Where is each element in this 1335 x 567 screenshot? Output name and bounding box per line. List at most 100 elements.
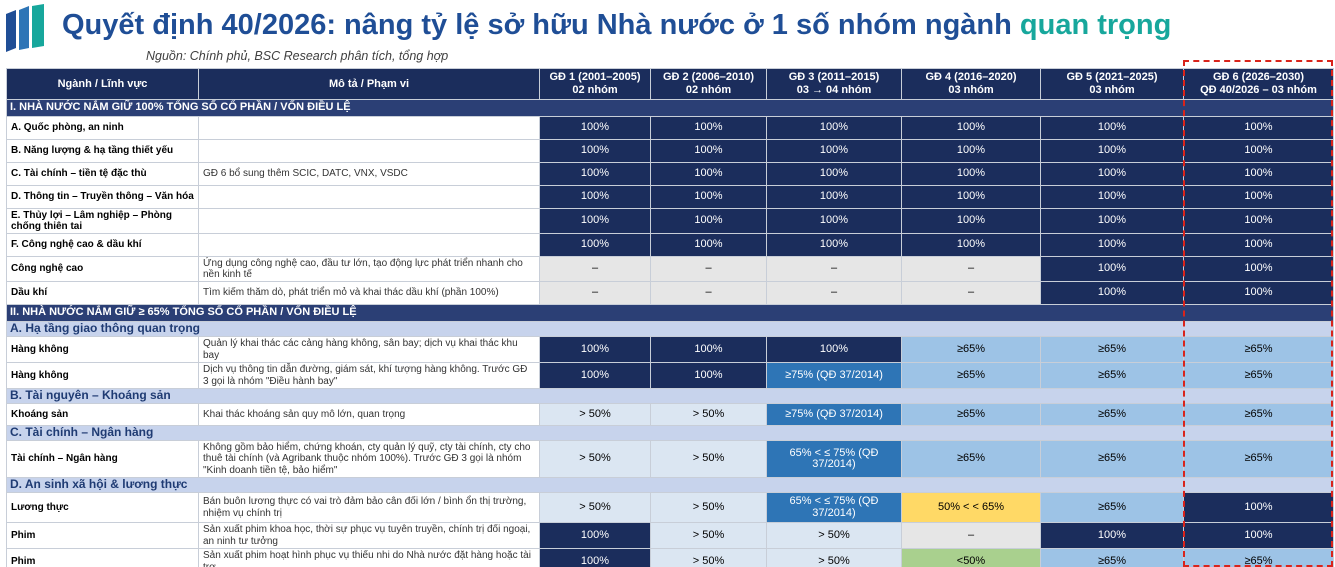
ownership-value: 100%: [1183, 492, 1334, 523]
column-header: GĐ 5 (2021–2025) 03 nhóm: [1040, 68, 1184, 100]
ownership-value: 100%: [1040, 522, 1184, 549]
sector-name: Lương thực: [6, 492, 199, 523]
ownership-value: ≥65%: [1040, 492, 1184, 523]
ownership-value: –: [539, 281, 651, 305]
ownership-value: 100%: [539, 185, 651, 209]
ownership-value: ≥65%: [901, 440, 1041, 478]
ownership-value: 100%: [766, 162, 902, 186]
ownership-value: ≥65%: [1040, 440, 1184, 478]
sector-description: Sản xuất phim hoạt hình phục vụ thiếu nh…: [198, 548, 540, 567]
ownership-value: –: [766, 256, 902, 282]
ownership-value: > 50%: [539, 440, 651, 478]
ownership-value: 100%: [650, 336, 767, 363]
ownership-value: ≥65%: [1183, 548, 1334, 567]
page-title: Quyết định 40/2026: nâng tỷ lệ sở hữu Nh…: [62, 9, 1171, 42]
table-row: Hàng không Quản lý khai thác các cảng hàn…: [6, 336, 1334, 363]
ownership-value: 65% < ≤ 75% (QĐ 37/2014): [766, 492, 902, 523]
sector-description: [198, 139, 540, 163]
column-header-label: GĐ 1 (2001–2005): [549, 71, 641, 83]
ownership-value: 100%: [650, 162, 767, 186]
column-header: GĐ 4 (2016–2020) 03 nhóm: [901, 68, 1041, 100]
ownership-value: 100%: [1183, 281, 1334, 305]
ownership-value: –: [901, 281, 1041, 305]
ownership-value: ≥75% (QĐ 37/2014): [766, 362, 902, 389]
ownership-value: ≥65%: [1183, 440, 1334, 478]
subsection-title: C. Tài chính – Ngân hàng: [6, 425, 1334, 441]
sector-name: B. Năng lượng & hạ tầng thiết yếu: [6, 139, 199, 163]
column-header-sublabel: QĐ 40/2026 – 03 nhóm: [1200, 84, 1317, 96]
subsection-header-row: B. Tài nguyên – Khoáng sản: [6, 388, 1334, 404]
ownership-value: 100%: [901, 162, 1041, 186]
sector-description: [198, 185, 540, 209]
ownership-value: 100%: [1040, 256, 1184, 282]
sector-name: E. Thủy lợi – Lâm nghiệp – Phòng chống t…: [6, 208, 199, 234]
column-header-sublabel: 03 nhóm: [948, 84, 994, 96]
sector-name: Phim: [6, 548, 199, 567]
subsection-title: D. An sinh xã hội & lương thực: [6, 477, 1334, 493]
ownership-value: 100%: [1183, 116, 1334, 140]
table-row: C. Tài chính – tiền tệ đặc thù GĐ 6 bổ su…: [6, 162, 1334, 186]
ownership-value: 100%: [766, 116, 902, 140]
column-header-sublabel: 02 nhóm: [572, 84, 618, 96]
sector-description: Khai thác khoáng sản quy mô lớn, quan tr…: [198, 403, 540, 426]
ownership-value: 100%: [539, 139, 651, 163]
ownership-value: ≥65%: [1040, 403, 1184, 426]
table-row: Lương thực Bán buôn lương thực có vai trò…: [6, 492, 1334, 523]
sector-name: Công nghệ cao: [6, 256, 199, 282]
column-header-label: Ngành / Lĩnh vực: [57, 77, 148, 90]
section-header-row: I. NHÀ NƯỚC NẮM GIỮ 100% TỔNG SỐ CỔ PHẦN…: [6, 99, 1334, 117]
column-header-sublabel: 03 → 04 nhóm: [796, 84, 872, 96]
sector-description: [198, 233, 540, 257]
ownership-value: 100%: [650, 233, 767, 257]
ownership-value: 100%: [650, 362, 767, 389]
table-row: Tài chính – Ngân hàng Không gồm bảo hiểm,…: [6, 440, 1334, 478]
column-header: Mô tả / Phạm vi: [198, 68, 540, 100]
table-row: Dầu khí Tìm kiếm thăm dò, phát triển mỏ v…: [6, 281, 1334, 305]
ownership-value: 100%: [1040, 233, 1184, 257]
ownership-value: 100%: [1183, 233, 1334, 257]
column-header-sublabel: 03 nhóm: [1089, 84, 1135, 96]
ownership-value: > 50%: [766, 522, 902, 549]
ownership-value: ≥65%: [901, 362, 1041, 389]
ownership-value: 100%: [901, 116, 1041, 140]
ownership-value: –: [650, 281, 767, 305]
sector-description: [198, 208, 540, 234]
ownership-value: 100%: [650, 139, 767, 163]
column-header-label: GĐ 5 (2021–2025): [1066, 71, 1158, 83]
ownership-value: 100%: [766, 139, 902, 163]
source-note: Nguồn: Chính phủ, BSC Research phân tích…: [146, 49, 449, 63]
subsection-header-row: C. Tài chính – Ngân hàng: [6, 425, 1334, 441]
sector-name: A. Quốc phòng, an ninh: [6, 116, 199, 140]
sector-name: D. Thông tin – Truyền thông – Văn hóa: [6, 185, 199, 209]
ownership-value: 100%: [650, 185, 767, 209]
ownership-value: ≥65%: [1040, 336, 1184, 363]
ownership-value: ≥65%: [1183, 403, 1334, 426]
bsc-logo-icon: [6, 4, 44, 52]
ownership-value: 100%: [1040, 281, 1184, 305]
column-header-label: GĐ 6 (2026–2030): [1212, 71, 1305, 83]
sector-name: Hàng không: [6, 362, 199, 389]
ownership-value: > 50%: [650, 403, 767, 426]
sector-name: Tài chính – Ngân hàng: [6, 440, 199, 478]
table-header: Ngành / Lĩnh vực Mô tả / Phạm vi GĐ 1 (200…: [6, 68, 1334, 100]
subsection-header-row: D. An sinh xã hội & lương thực: [6, 477, 1334, 493]
sector-description: Dịch vụ thông tin dẫn đường, giám sát, k…: [198, 362, 540, 389]
column-header: GĐ 3 (2011–2015) 03 → 04 nhóm: [766, 68, 902, 100]
ownership-value: 100%: [901, 208, 1041, 234]
column-header-label: GĐ 4 (2016–2020): [925, 71, 1017, 83]
ownership-value: 100%: [650, 116, 767, 140]
ownership-value: ≥65%: [901, 336, 1041, 363]
subsection-title: B. Tài nguyên – Khoáng sản: [6, 388, 1334, 404]
ownership-value: 100%: [1040, 162, 1184, 186]
ownership-value: 50% < < 65%: [901, 492, 1041, 523]
ownership-value: 100%: [539, 208, 651, 234]
sector-description: Sản xuất phim khoa học, thời sự phục vụ …: [198, 522, 540, 549]
column-header: GĐ 2 (2006–2010) 02 nhóm: [650, 68, 767, 100]
column-header: Ngành / Lĩnh vực: [6, 68, 199, 100]
ownership-value: ≥75% (QĐ 37/2014): [766, 403, 902, 426]
ownership-value: 100%: [901, 185, 1041, 209]
ownership-value: > 50%: [650, 522, 767, 549]
title-accent: quan trọng: [1019, 9, 1172, 41]
ownership-value: 100%: [539, 362, 651, 389]
ownership-value: 100%: [901, 233, 1041, 257]
